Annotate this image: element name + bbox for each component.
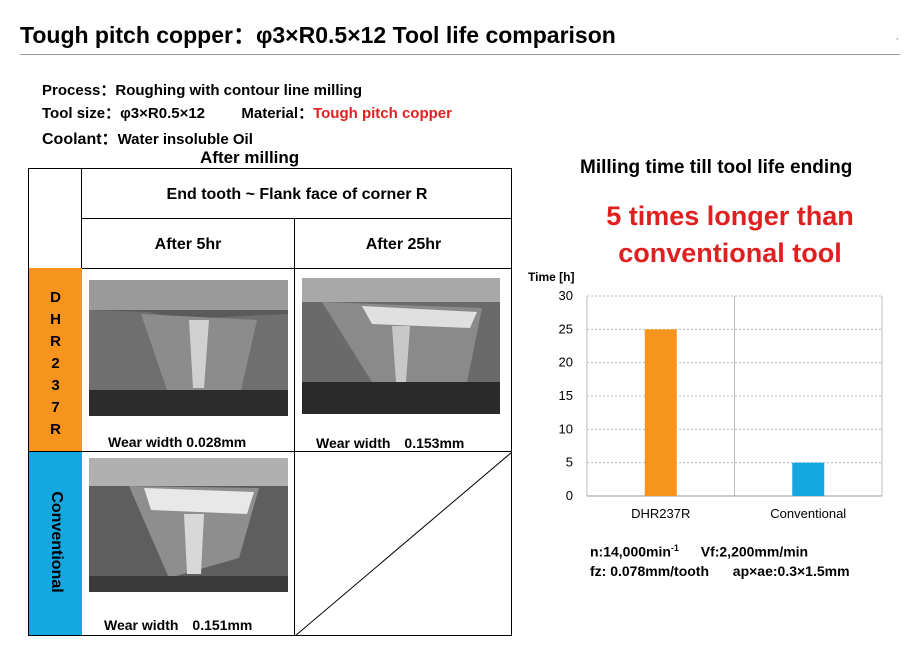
spindle-speed-unit-exponent: -1 [670,543,679,553]
x-tick-label: DHR237R [631,506,690,521]
row-label-letter: 3 [51,377,60,394]
table-divider [82,218,512,219]
y-axis-label: Time [h] [528,270,574,284]
y-tick-label: 10 [559,421,573,436]
coolant-value: Water insoluble Oil [117,131,253,148]
y-tick-label: 25 [559,321,573,336]
coolant-label: Coolant： [42,131,118,148]
highlight-line-2: conventional tool [618,238,842,268]
title-divider [20,54,900,55]
row-label-letter: R [50,421,61,438]
tool-line: Tool size：φ3×R0.5×12 Material：Tough pitc… [42,102,452,123]
material-value: Tough pitch copper [313,105,452,122]
row-header-dhr237r [29,268,82,451]
tool-value: φ3×R0.5×12 [120,105,206,122]
table-header: End tooth ~ Flank face of corner R [166,186,428,203]
depth-of-cut: ap×ae:0.3×1.5mm [732,563,850,579]
process-label: Process： [42,82,116,99]
photo-dhr237r-25hr [302,278,500,414]
y-tick-label: 20 [559,355,573,370]
photo-conventional-5hr [89,458,288,592]
process-value: Roughing with contour line milling [115,82,363,99]
highlight-line-1: 5 times longer than [606,201,854,231]
chart-caption: Milling time till tool life ending [580,157,853,178]
empty-cell-diagonal [295,452,512,636]
page-title: Tough pitch copper：φ3×R0.5×12 Tool life … [20,22,616,48]
comparison-table [28,168,512,636]
spindle-speed: n:14,000min [590,543,671,560]
wear-width-dhr237r-5hr: Wear width 0.028mm [108,434,247,450]
feed-per-tooth: fz: 0.078mm/tooth [590,563,710,579]
y-tick-label: 30 [559,288,573,303]
coolant-line: Coolant：Water insoluble Oil [42,125,253,149]
wear-width-dhr237r-25hr: Wear width 0.153mm [316,435,465,451]
row-label-letter: R [50,333,61,350]
row-label-letter: D [50,289,61,306]
column-header-5hr: After 5hr [154,236,222,253]
feed-rate: Vf:2,200mm/min [700,543,809,560]
after-milling-heading: After milling [200,148,300,167]
process-line: Process：Roughing with contour line milli… [42,79,362,100]
conditions-line-2: fz: 0.078mm/tooth ap×ae:0.3×1.5mm [590,563,850,579]
conditions-line-1: n:14,000min-1 Vf:2,200mm/min [590,543,808,560]
y-tick-label: 0 [566,488,573,503]
y-tick-label: 5 [566,455,573,470]
tool-label: Tool size： [42,105,121,122]
x-tick-label: Conventional [770,506,846,521]
bar-chart: Time [h] 0 5 10 15 20 25 30 DHR237R Conventional [528,270,883,521]
row-label-letter: H [50,311,61,328]
bar-conventional [792,462,825,496]
highlight-text: 5 times longer than conventional tool [560,198,900,272]
row-header-conventional [29,452,82,635]
bar-dhr237r [644,329,677,496]
table-divider [294,218,295,636]
wear-width-conventional-5hr: Wear width 0.151mm [104,617,253,633]
table-divider [28,268,512,269]
material-label: Material： [241,105,314,122]
column-header-25hr: After 25hr [365,236,442,253]
y-tick-label: 15 [559,388,573,403]
row-label-letter: 2 [51,355,60,372]
decorative-dot: , [896,32,899,41]
table-divider [28,451,512,452]
photo-dhr237r-5hr [89,280,288,416]
row-label-letter: 7 [51,399,60,416]
row-label-conventional: Conventional [48,491,65,593]
